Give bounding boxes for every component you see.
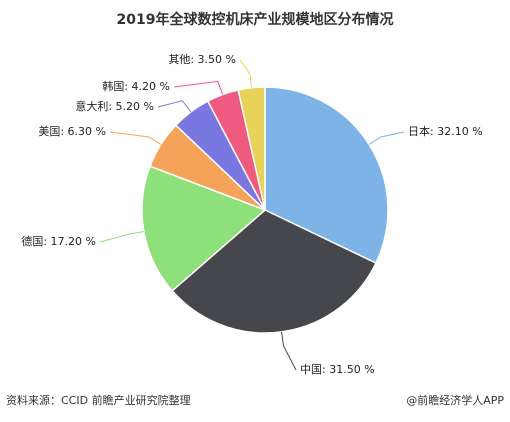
value-label: 4.20 %: [132, 80, 170, 93]
label-separator: :: [60, 125, 67, 138]
data-label: 韩国: 4.20 %: [102, 79, 170, 93]
pie-slice: [264, 86, 389, 265]
leader-line: [368, 131, 405, 145]
leader-line: [99, 231, 144, 243]
credit: @前瞻经济学人APP: [406, 393, 504, 407]
pie-slice: [171, 209, 377, 334]
label-separator: :: [430, 125, 437, 138]
value-label: 31.50 %: [329, 363, 374, 376]
label-separator: :: [322, 363, 329, 376]
label-separator: :: [43, 235, 50, 248]
source: 资料来源：CCID 前瞻产业研究院整理: [6, 393, 191, 407]
value-label: 17.20 %: [51, 235, 96, 248]
leader-line: [239, 59, 252, 88]
value-label: 3.50 %: [198, 53, 236, 66]
category-label: 韩国: [102, 79, 124, 93]
value-label: 32.10 %: [437, 125, 482, 138]
category-label: 其他: [168, 53, 190, 66]
data-label: 德国: 17.20 %: [21, 234, 96, 248]
category-label: 意大利: [75, 99, 108, 113]
data-label: 美国: 6.30 %: [38, 125, 106, 138]
data-label: 中国: 31.50 %: [300, 363, 375, 376]
data-label: 意大利: 5.20 %: [75, 99, 154, 113]
label-separator: :: [190, 53, 197, 66]
category-label: 美国: [38, 125, 60, 138]
label-separator: :: [108, 100, 115, 113]
category-label: 中国: [300, 363, 322, 376]
leader-line: [281, 331, 297, 371]
data-label: 日本: 32.10 %: [408, 124, 483, 138]
leader-line: [173, 80, 224, 95]
leader-line: [157, 100, 192, 113]
label-separator: :: [124, 80, 131, 93]
data-label: 其他: 3.50 %: [168, 53, 236, 66]
pie-slice: [141, 165, 267, 292]
category-label: 日本: [408, 124, 430, 138]
value-label: 6.30 %: [68, 125, 106, 138]
category-label: 德国: [21, 234, 43, 248]
value-label: 5.20 %: [116, 100, 154, 113]
chart-title: 2019年全球数控机床产业规模地区分布情况: [117, 11, 394, 28]
leader-line: [109, 131, 162, 145]
